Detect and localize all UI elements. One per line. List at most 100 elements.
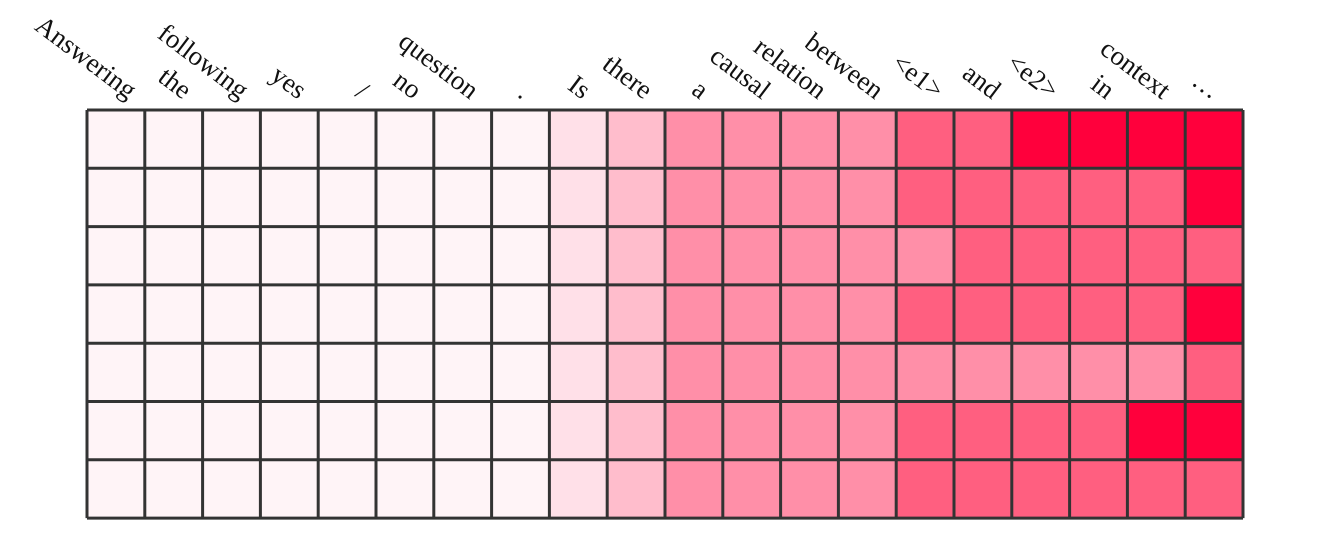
heatmap-cell <box>376 226 434 285</box>
heatmap-cell <box>87 110 145 169</box>
heatmap-cell <box>896 110 954 169</box>
heatmap-cell <box>87 168 145 227</box>
heatmap-cell <box>896 401 954 460</box>
heatmap-cell <box>491 343 550 402</box>
heatmap-cell <box>1127 343 1186 402</box>
heatmap-cell <box>607 168 665 227</box>
heatmap-cell <box>491 226 550 285</box>
heatmap-cell <box>318 401 376 460</box>
heatmap-cell <box>144 284 203 344</box>
heatmap-cell <box>1185 110 1243 169</box>
heatmap-cell <box>433 401 492 460</box>
heatmap-cell <box>607 343 665 402</box>
heatmap-cell <box>202 401 261 460</box>
heatmap-cell <box>260 401 319 460</box>
heatmap-cell <box>318 226 376 285</box>
heatmap-cell <box>954 226 1012 285</box>
heatmap-cell <box>1185 401 1243 460</box>
heatmap-cell <box>144 168 203 227</box>
heatmap-cell <box>144 226 203 285</box>
token-label: Is <box>563 69 597 105</box>
heatmap-cell <box>376 459 434 519</box>
heatmap-cell <box>896 226 954 285</box>
heatmap-cell <box>780 401 839 460</box>
token-label: … <box>1187 65 1227 105</box>
heatmap-cell <box>780 226 839 285</box>
heatmap-cell <box>1127 459 1186 519</box>
heatmap-cell <box>780 168 839 227</box>
heatmap-cell <box>549 284 608 344</box>
heatmap-cell <box>1069 284 1128 344</box>
heatmap-cell <box>376 110 434 169</box>
heatmap-cell <box>1011 168 1070 227</box>
heatmap-cell <box>87 284 145 344</box>
heatmap-cell <box>260 226 319 285</box>
heatmap-cell <box>838 110 897 169</box>
heatmap-cell <box>433 110 492 169</box>
heatmap-cell <box>896 343 954 402</box>
heatmap-cell <box>549 110 608 169</box>
heatmap-cell <box>896 168 954 227</box>
token-boundary-markers <box>546 107 1188 523</box>
heatmap-cell <box>1185 168 1243 227</box>
heatmap-cell <box>780 343 839 402</box>
heatmap-cell <box>549 343 608 402</box>
heatmap-cell <box>202 226 261 285</box>
heatmap-cell <box>665 284 723 344</box>
token-label: <e1> <box>887 47 950 105</box>
token-label: yes <box>266 59 313 105</box>
token-label: . <box>513 77 536 105</box>
heatmap-cell <box>318 459 376 519</box>
heatmap-cell <box>1127 284 1186 344</box>
heatmap-cell <box>607 110 665 169</box>
heatmap-cell <box>838 401 897 460</box>
heatmap-cell <box>1127 168 1186 227</box>
heatmap-cell <box>722 110 781 169</box>
heatmap-cell <box>1127 401 1186 460</box>
heatmap-cell <box>549 459 608 519</box>
heatmap-cell <box>896 459 954 519</box>
heatmap-cell <box>1011 284 1070 344</box>
heatmap-cell <box>260 110 319 169</box>
heatmap-cell <box>260 459 319 519</box>
heatmap-cell <box>87 459 145 519</box>
heatmap-cell <box>491 459 550 519</box>
heatmap-cell <box>144 110 203 169</box>
heatmap-cell <box>87 343 145 402</box>
heatmap-cell <box>1011 401 1070 460</box>
heatmap-cell <box>1069 168 1128 227</box>
heatmap-cell <box>838 459 897 519</box>
token-label: in <box>1086 68 1121 105</box>
heatmap-cell <box>318 110 376 169</box>
token-label: <e2> <box>1002 47 1065 105</box>
heatmap-cell <box>376 284 434 344</box>
heatmap-cell <box>376 401 434 460</box>
heatmap-cell <box>1185 226 1243 285</box>
heatmap-cell <box>954 459 1012 519</box>
heatmap-cell <box>1127 110 1186 169</box>
heatmap-cell <box>838 226 897 285</box>
heatmap-cell <box>260 284 319 344</box>
heatmap-cell <box>954 284 1012 344</box>
heatmap-cell <box>87 401 145 460</box>
heatmap-cell <box>1011 226 1070 285</box>
heatmap-cell <box>376 168 434 227</box>
heatmap-cell <box>202 343 261 402</box>
heatmap-cell <box>722 343 781 402</box>
heatmap-cell <box>202 459 261 519</box>
token-label: there <box>597 48 658 104</box>
heatmap-cell <box>607 284 665 344</box>
heatmap-cell <box>87 226 145 285</box>
heatmap-cell <box>433 343 492 402</box>
heatmap-cell <box>780 284 839 344</box>
heatmap-cell <box>1011 110 1070 169</box>
heatmap-cell <box>260 343 319 402</box>
heatmap-cell <box>491 401 550 460</box>
heatmap-cells <box>87 110 1243 519</box>
heatmap-cell <box>838 343 897 402</box>
heatmap-cell <box>1185 343 1243 402</box>
heatmap-cell <box>260 168 319 227</box>
heatmap-cell <box>780 459 839 519</box>
heatmap-cell <box>318 168 376 227</box>
